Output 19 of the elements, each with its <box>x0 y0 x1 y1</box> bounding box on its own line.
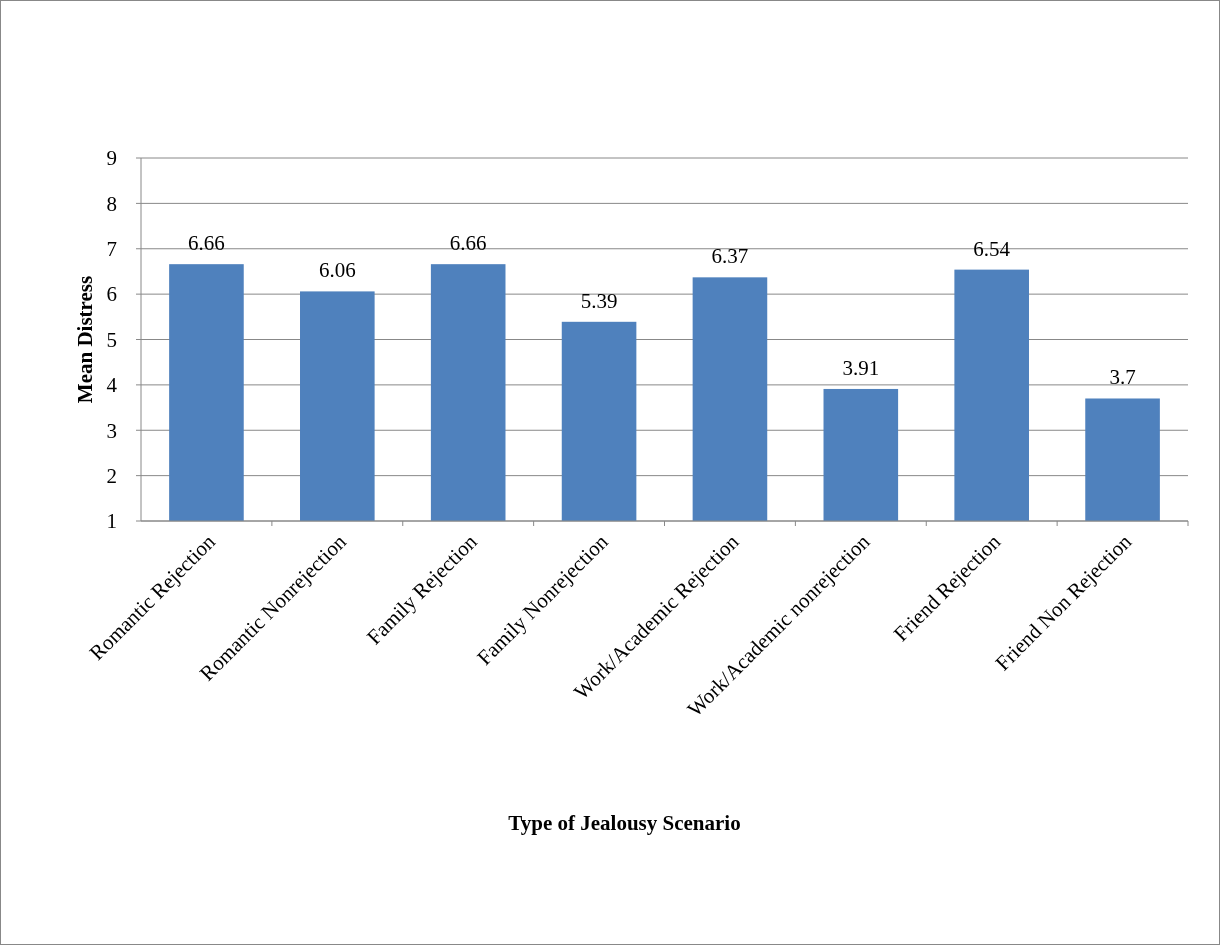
y-axis-title: Mean Distress <box>73 275 97 404</box>
y-tick-label: 6 <box>106 282 117 307</box>
y-tick-label: 7 <box>106 237 117 262</box>
y-tick-label: 1 <box>106 509 117 534</box>
y-tick-label: 2 <box>106 463 117 488</box>
data-label: 6.54 <box>973 236 1011 261</box>
data-label: 3.7 <box>1109 365 1136 390</box>
data-label: 6.37 <box>711 244 749 269</box>
data-label: 6.06 <box>318 258 356 283</box>
y-tick-label: 8 <box>106 191 117 216</box>
y-tick-label: 9 <box>106 146 117 171</box>
y-tick-label: 3 <box>106 418 117 443</box>
y-tick-label: 5 <box>106 327 117 352</box>
y-tick-label: 4 <box>106 373 118 398</box>
data-label: 5.39 <box>580 288 618 313</box>
x-axis-title: Type of Jealousy Scenario <box>508 811 741 835</box>
data-label: 6.66 <box>449 231 487 256</box>
data-label: 6.66 <box>188 231 225 256</box>
data-label: 3.91 <box>842 355 880 380</box>
